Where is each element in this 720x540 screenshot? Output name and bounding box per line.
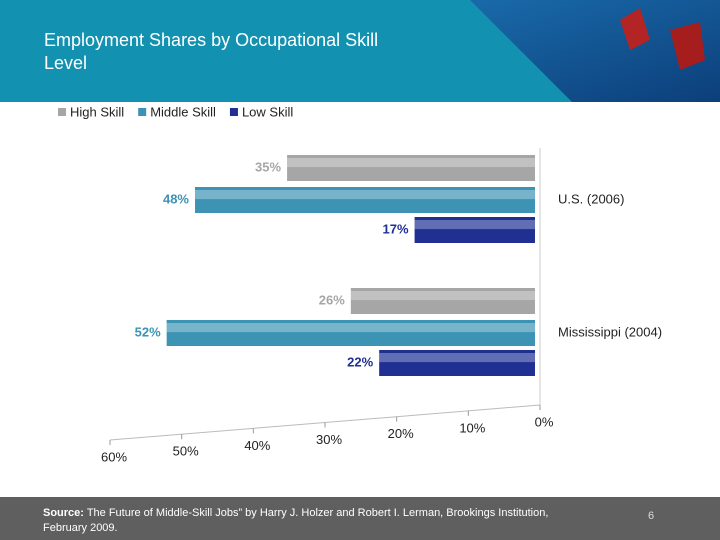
x-tick-label: 0% [535, 414, 554, 429]
bar [350, 288, 535, 314]
photo-cap [670, 22, 705, 70]
legend-swatch [58, 108, 66, 116]
x-tick-label: 40% [244, 438, 270, 453]
photo-cap [620, 8, 650, 50]
bar-highlight [414, 220, 535, 230]
value-label: 17% [383, 221, 409, 236]
legend-label: High Skill [70, 104, 124, 119]
x-tick-label: 30% [316, 432, 342, 447]
page-number: 6 [648, 510, 655, 522]
legend-swatch [229, 108, 238, 116]
header-band [0, 0, 720, 102]
bar-highlight [195, 190, 535, 200]
bar-highlight [350, 291, 535, 301]
source-text: The Future of Middle-Skill Jobs” by Harr… [43, 507, 549, 534]
bar-highlight [379, 353, 535, 363]
x-tick-label: 20% [388, 426, 414, 441]
value-label: 26% [319, 292, 345, 307]
bar-highlight [166, 323, 535, 333]
x-tick-label: 50% [173, 444, 199, 459]
slide-title: Employment Shares by Occupational Skill … [44, 30, 379, 73]
category-label: Mississippi (2004) [558, 324, 662, 339]
value-label: 22% [347, 354, 373, 369]
bar [195, 187, 535, 213]
legend-label: Middle Skill [150, 104, 216, 119]
value-label: 52% [135, 324, 161, 339]
legend-label: Low Skill [242, 104, 293, 119]
category-label: U.S. (2006) [558, 191, 624, 206]
source-note: Source: The Future of Middle-Skill Jobs”… [43, 506, 563, 536]
value-label: 48% [163, 191, 189, 206]
value-label: 35% [255, 159, 281, 174]
header-panel [0, 0, 572, 102]
bar [379, 350, 535, 376]
bar [166, 320, 535, 346]
footer-band [0, 497, 720, 540]
x-tick-label: 10% [459, 420, 485, 435]
bar [414, 217, 535, 243]
legend-swatch [138, 108, 147, 116]
x-tick-label: 60% [101, 449, 127, 464]
bar-highlight [287, 158, 535, 168]
source-label: Source: [43, 507, 84, 519]
chart: High Skill Middle Skill Low Skill 0% 10% 20% 3… [58, 104, 662, 464]
bar [287, 155, 535, 181]
